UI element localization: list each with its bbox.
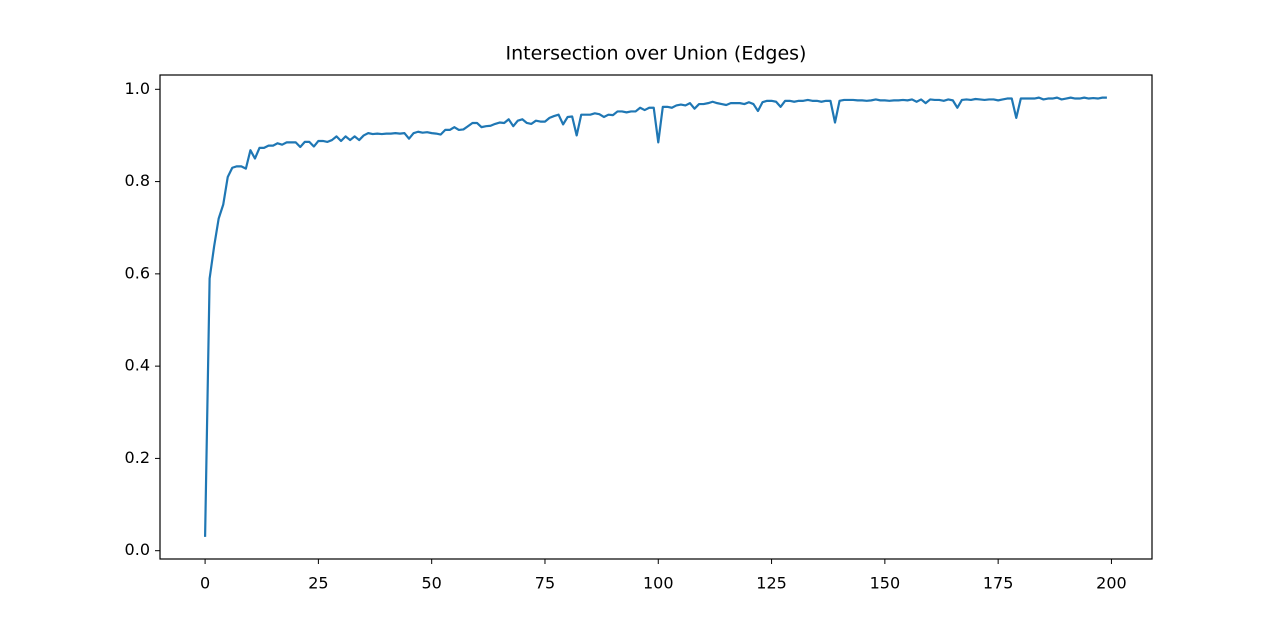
y-tick-label: 0.4	[125, 356, 150, 375]
x-tick-label: 175	[983, 574, 1014, 593]
plot-frame	[159, 74, 1153, 560]
x-tick-label: 75	[535, 574, 555, 593]
x-tick-label: 125	[756, 574, 787, 593]
x-tick-label: 100	[643, 574, 674, 593]
x-tick-label: 200	[1096, 574, 1127, 593]
x-tick-label: 50	[421, 574, 441, 593]
x-tick-label: 150	[870, 574, 901, 593]
y-tick-label: 0.6	[125, 263, 150, 282]
y-tick-label: 0.0	[125, 540, 150, 559]
x-tick-label: 0	[200, 574, 210, 593]
y-tick-label: 0.2	[125, 448, 150, 467]
chart-title: Intersection over Union (Edges)	[506, 43, 807, 65]
x-tick-label: 25	[308, 574, 328, 593]
data-line	[203, 96, 1107, 537]
y-tick-label: 0.8	[125, 171, 150, 190]
y-tick-label: 1.0	[125, 79, 150, 98]
